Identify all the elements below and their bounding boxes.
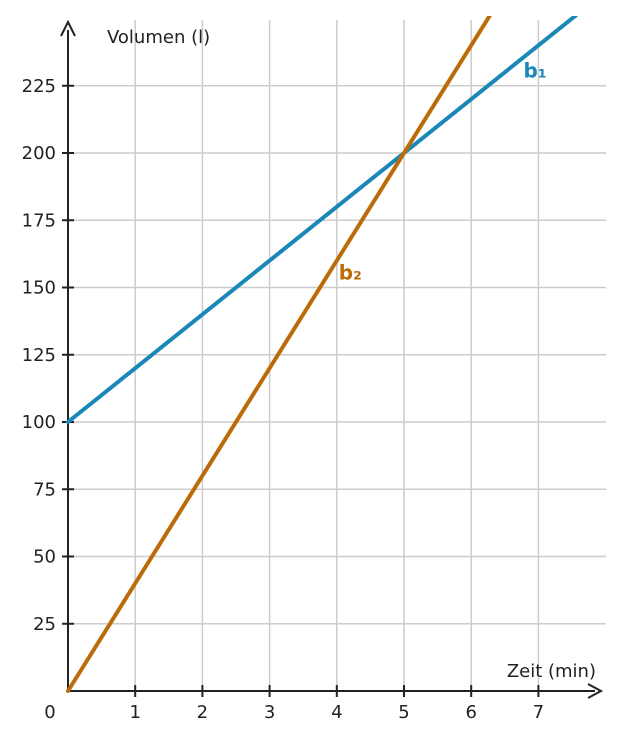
x-axis-arrow xyxy=(587,683,604,699)
series-group xyxy=(66,16,579,693)
y-tick-label: 150 xyxy=(22,278,56,299)
y-tick-label: 125 xyxy=(22,345,56,366)
y-tick-label: 25 xyxy=(33,614,56,635)
x-tick-label: 5 xyxy=(398,702,409,723)
y-tick-label: 225 xyxy=(22,76,56,97)
x-tick-label: 4 xyxy=(331,702,342,723)
x-axis-label: Zeit (min) xyxy=(507,661,596,682)
origin-label: 0 xyxy=(44,702,55,723)
x-tick-label: 2 xyxy=(197,702,208,723)
grid-lines xyxy=(68,20,606,691)
series-line-1 xyxy=(66,16,579,424)
y-tick-label: 50 xyxy=(33,547,56,568)
x-tick-label: 3 xyxy=(264,702,275,723)
y-tick-label: 75 xyxy=(33,479,56,500)
series-line-2 xyxy=(66,16,492,693)
x-tick-label: 1 xyxy=(129,702,140,723)
y-tick-label: 200 xyxy=(22,143,56,164)
y-axis-label: Volumen (l) xyxy=(107,27,210,48)
axis-ticks xyxy=(62,84,540,697)
series-label-1: b₁ xyxy=(524,59,547,83)
y-tick-label: 100 xyxy=(22,412,56,433)
series-label-2: b₂ xyxy=(339,260,362,284)
y-axis-arrow xyxy=(60,19,76,37)
y-tick-label: 175 xyxy=(22,210,56,231)
x-tick-label: 7 xyxy=(533,702,544,723)
x-tick-label: 6 xyxy=(465,702,476,723)
